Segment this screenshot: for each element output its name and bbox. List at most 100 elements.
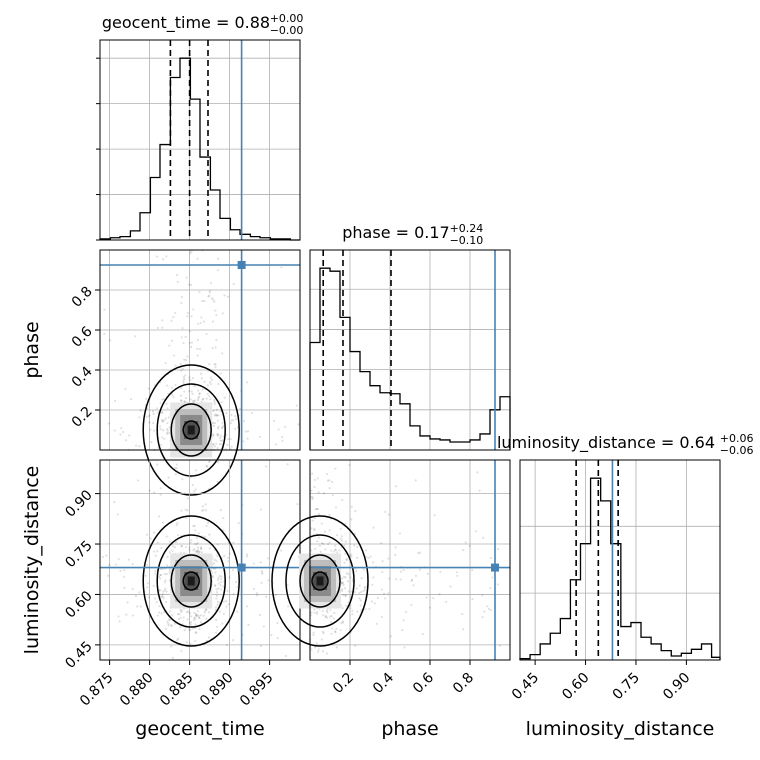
sample-point [358, 584, 361, 587]
sample-point [326, 543, 330, 546]
sample-point [147, 596, 151, 599]
sample-point [180, 544, 183, 548]
sample-point [403, 646, 406, 649]
sample-point [222, 612, 225, 615]
sample-point [161, 595, 164, 598]
sample-point [344, 522, 347, 525]
sample-point [351, 613, 354, 616]
sample-point [355, 587, 358, 590]
sample-point [175, 273, 179, 277]
sample-point [208, 547, 211, 550]
sample-point [161, 521, 165, 524]
sample-point [172, 545, 175, 548]
sample-point [168, 551, 171, 554]
sample-point [192, 308, 195, 311]
sample-point [394, 546, 397, 549]
sample-point [264, 595, 268, 598]
sample-point [107, 574, 110, 577]
sample-point [344, 540, 347, 543]
sample-point [161, 592, 164, 596]
sample-point [177, 617, 181, 621]
sample-point [321, 650, 325, 653]
sample-point [183, 378, 186, 381]
sample-point [113, 501, 116, 504]
sample-point [330, 549, 333, 552]
sample-point [113, 399, 117, 403]
sample-point [274, 593, 277, 597]
sample-point [194, 639, 197, 643]
sample-point [334, 467, 337, 470]
sample-point [175, 463, 178, 466]
sample-point [216, 543, 219, 546]
sample-point [183, 358, 186, 361]
sample-point [199, 614, 203, 617]
sample-point [376, 596, 379, 600]
sample-point [342, 584, 345, 587]
sample-point [189, 476, 192, 479]
sample-point [349, 607, 352, 610]
sample-point [181, 367, 184, 371]
sample-point [343, 587, 347, 590]
sample-point [398, 532, 402, 535]
sample-point [364, 549, 368, 552]
sample-point [478, 489, 481, 492]
sample-point [188, 389, 191, 393]
sample-point [131, 563, 134, 566]
x-tick-label: 0.6 [410, 670, 437, 697]
sample-point [468, 544, 471, 548]
sample-point [349, 576, 352, 579]
sample-point [363, 586, 366, 589]
x-tick-label: 0.875 [77, 670, 117, 710]
sample-point [455, 571, 459, 574]
sample-point [221, 622, 224, 625]
contour-level [142, 364, 240, 496]
sample-point [122, 575, 125, 579]
sample-point [191, 377, 195, 380]
sample-point [314, 547, 317, 550]
sample-point [258, 613, 261, 616]
sample-point [197, 614, 200, 617]
sample-point [421, 633, 424, 636]
sample-point [163, 572, 166, 576]
sample-point [171, 393, 174, 396]
sample-point [340, 621, 343, 625]
sample-point [252, 562, 255, 565]
sample-point [174, 540, 177, 544]
sample-point [161, 420, 164, 423]
sample-point [341, 577, 344, 580]
sample-point [340, 582, 343, 585]
sample-point [165, 255, 168, 258]
x-axis-label-phase: phase [381, 718, 438, 740]
sample-point [138, 416, 141, 419]
panel-frame [99, 39, 301, 241]
sample-point [184, 358, 188, 362]
sample-point [200, 509, 204, 512]
sample-point [219, 581, 223, 584]
sample-point [159, 573, 162, 577]
x-axis-label-geocent_time: geocent_time [135, 718, 264, 740]
sample-point [330, 621, 333, 624]
sample-point [277, 428, 280, 431]
contour-level [182, 571, 200, 591]
sample-point [227, 603, 230, 606]
sample-point [164, 417, 167, 420]
sample-point [197, 616, 201, 619]
x-tick-label: 0.4 [370, 670, 397, 697]
sample-point [324, 548, 327, 551]
sample-point [341, 581, 344, 584]
sample-point [193, 542, 196, 546]
sample-point [341, 606, 344, 610]
sample-point [168, 618, 171, 621]
sample-point [231, 568, 234, 572]
sample-point [185, 611, 189, 614]
sample-point [168, 540, 171, 543]
x-tick-label: 0.2 [330, 670, 357, 697]
sample-point [350, 505, 353, 508]
sample-point [165, 402, 168, 405]
sample-point [216, 447, 219, 450]
sample-point [332, 550, 335, 553]
titles-layer: geocent_time = 0.88 +0.00−0.00 phase = 0.1… [102, 12, 754, 457]
sample-point [180, 610, 183, 614]
sample-point [202, 614, 205, 617]
sample-point [326, 479, 330, 482]
